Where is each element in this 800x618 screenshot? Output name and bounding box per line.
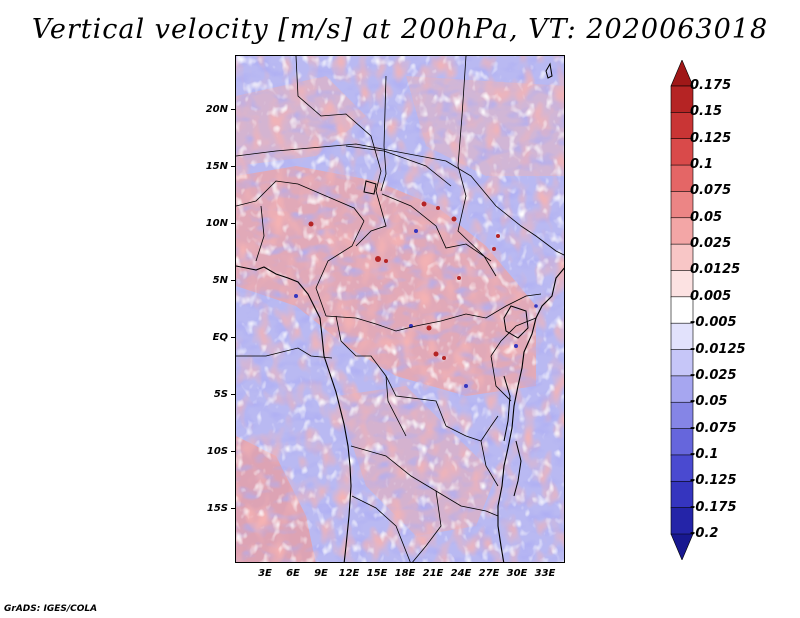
colorbar-label: -0.005: [690, 315, 737, 331]
lon-label-18e: 18E: [394, 568, 416, 579]
colorbar-label: -0.025: [690, 367, 737, 383]
credit-text: GrADS: IGES/COLA: [4, 604, 98, 614]
lat-tick: [231, 451, 235, 452]
lon-label-21e: 21E: [422, 568, 444, 579]
lat-label-15n: 15N: [205, 161, 228, 172]
lat-label-5s: 5S: [213, 389, 228, 400]
lon-label-33e: 33E: [534, 568, 556, 579]
lat-tick: [231, 280, 235, 281]
colorbar-label: 0.025: [690, 236, 732, 252]
lon-label-3e: 3E: [258, 568, 272, 579]
colorbar-label: 0.05: [690, 209, 723, 225]
colorbar-label: -0.125: [690, 473, 737, 489]
colorbar-label: -0.2: [690, 526, 719, 541]
lat-tick: [231, 109, 235, 110]
map-panel: [235, 55, 565, 563]
colorbar: [670, 60, 694, 560]
colorbar-label: 0.125: [690, 130, 732, 146]
colorbar-label: -0.075: [690, 420, 737, 436]
colorbar-label: 0.005: [690, 288, 732, 304]
lat-tick: [231, 394, 235, 395]
lat-label-10s: 10S: [206, 446, 228, 457]
lon-label-30e: 30E: [506, 568, 528, 579]
colorbar-label: -0.175: [690, 499, 737, 515]
lat-label-15s: 15S: [206, 503, 228, 514]
colorbar-label: 0.175: [690, 78, 732, 93]
lat-label-10n: 10N: [205, 218, 228, 229]
colorbar-label: 0.15: [690, 104, 723, 120]
lat-tick: [231, 223, 235, 224]
lon-label-6e: 6E: [286, 568, 300, 579]
lat-label-20n: 20N: [205, 104, 228, 115]
lat-tick: [231, 166, 235, 167]
vertical-velocity-field: [236, 56, 564, 562]
colorbar-label: -0.05: [690, 394, 728, 410]
colorbar-label: -0.0125: [690, 341, 746, 357]
colorbar-label: -0.1: [690, 446, 719, 462]
colorbar-label: 0.0125: [690, 262, 741, 278]
lon-label-9e: 9E: [314, 568, 328, 579]
lat-tick: [231, 337, 235, 338]
colorbar-label: 0.1: [690, 157, 714, 173]
colorbar-lower-arrow: [670, 533, 694, 560]
lon-label-12e: 12E: [338, 568, 360, 579]
lat-label-eq: EQ: [212, 332, 228, 343]
lat-label-5n: 5N: [212, 275, 228, 286]
page-title: Vertical velocity [m/s] at 200hPa, VT: 2…: [31, 14, 769, 45]
lat-tick: [231, 508, 235, 509]
colorbar-label: 0.075: [690, 183, 732, 199]
lon-label-24e: 24E: [450, 568, 472, 579]
lon-label-15e: 15E: [366, 568, 388, 579]
lon-label-27e: 27E: [478, 568, 500, 579]
